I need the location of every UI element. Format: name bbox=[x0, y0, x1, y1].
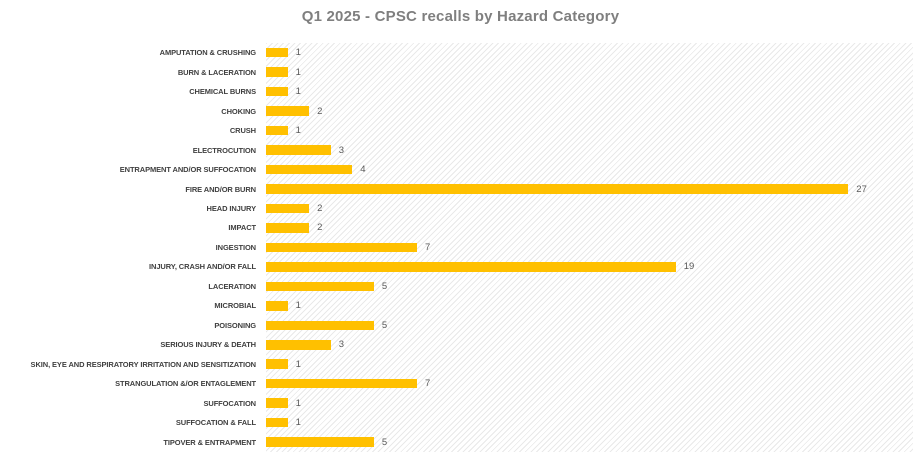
bar bbox=[266, 262, 676, 272]
value-label: 3 bbox=[338, 144, 344, 156]
value-label: 1 bbox=[295, 358, 301, 370]
bar bbox=[266, 203, 310, 214]
category-label: CHEMICAL BURNS bbox=[189, 87, 256, 97]
bar-row: 5 bbox=[266, 432, 913, 451]
category-label: CRUSH bbox=[229, 126, 256, 136]
bar bbox=[266, 417, 288, 428]
bar bbox=[266, 359, 288, 369]
category-label: ENTRAPMENT AND/OR SUFFOCATION bbox=[119, 165, 256, 175]
bar bbox=[266, 301, 288, 311]
bar-row: 2 bbox=[266, 199, 913, 218]
value-label: 1 bbox=[295, 300, 301, 312]
category-label: SERIOUS INJURY & DEATH bbox=[160, 340, 256, 350]
bar-row: 3 bbox=[266, 335, 913, 354]
value-label: 2 bbox=[317, 222, 323, 234]
category-label: INGESTION bbox=[215, 242, 256, 252]
value-label: 5 bbox=[381, 436, 388, 448]
category-label: BURN & LACERATION bbox=[177, 67, 256, 77]
bar-row: 1 bbox=[266, 82, 913, 101]
category-label: CHOKING bbox=[221, 106, 256, 116]
bar-row: 1 bbox=[266, 62, 913, 81]
bar bbox=[266, 223, 310, 233]
bar-row: 4 bbox=[266, 160, 913, 179]
value-label: 1 bbox=[295, 66, 301, 78]
bar-row: 19 bbox=[266, 257, 913, 276]
category-label: MICROBIAL bbox=[214, 301, 256, 311]
category-label: LACERATION bbox=[208, 281, 256, 291]
bar-row: 2 bbox=[266, 218, 913, 237]
bar bbox=[266, 67, 288, 77]
bar bbox=[266, 242, 417, 253]
category-label: STRANGULATION &/OR ENTAGLEMENT bbox=[115, 379, 256, 389]
category-label: TIPOVER & ENTRAPMENT bbox=[163, 437, 256, 447]
bar bbox=[266, 164, 353, 175]
bar-row: 1 bbox=[266, 121, 913, 140]
value-label: 19 bbox=[683, 261, 695, 273]
category-axis: AMPUTATION & CRUSHING BURN & LACERATION CH… bbox=[0, 43, 261, 452]
value-label: 5 bbox=[381, 319, 388, 331]
category-label: FIRE AND/OR BURN bbox=[185, 184, 256, 194]
bar bbox=[266, 145, 331, 155]
category-label: POISONING bbox=[214, 320, 256, 330]
chart-title: Q1 2025 - CPSC recalls by Hazard Categor… bbox=[301, 8, 620, 25]
value-label: 3 bbox=[338, 339, 344, 351]
category-label: SKIN, EYE AND RESPIRATORY IRRITATION AND… bbox=[30, 359, 257, 369]
category-label: INJURY, CRASH AND/OR FALL bbox=[149, 262, 256, 272]
value-label: 2 bbox=[317, 105, 323, 117]
value-label: 1 bbox=[295, 125, 301, 137]
value-label: 4 bbox=[360, 164, 366, 176]
value-label: 27 bbox=[856, 183, 867, 195]
value-label: 7 bbox=[424, 378, 431, 390]
category-label: ELECTROCUTION bbox=[192, 145, 256, 155]
bar-row: 1 bbox=[266, 413, 913, 432]
category-label: IMPACT bbox=[228, 223, 256, 233]
value-label: 1 bbox=[295, 397, 301, 409]
bar-row: 1 bbox=[266, 43, 913, 62]
bar bbox=[266, 320, 374, 331]
category-label: SUFFOCATION bbox=[203, 398, 256, 408]
value-label: 7 bbox=[424, 241, 431, 253]
bar-row: 2 bbox=[266, 101, 913, 120]
value-label: 1 bbox=[295, 47, 301, 59]
bar-row: 1 bbox=[266, 355, 913, 374]
bar bbox=[266, 86, 288, 97]
plot-area: 1 1 1 2 1 3 4 27 2 2 7 19 5 1 5 3 1 7 1 1 5 bbox=[266, 43, 913, 452]
value-label: 5 bbox=[381, 280, 388, 292]
value-label: 1 bbox=[295, 417, 301, 429]
bar bbox=[266, 106, 310, 116]
bar bbox=[266, 398, 288, 408]
bar bbox=[266, 47, 288, 58]
bar-row: 3 bbox=[266, 140, 913, 159]
bar bbox=[266, 340, 331, 350]
bar-row: 5 bbox=[266, 277, 913, 296]
bar bbox=[266, 437, 374, 447]
bar bbox=[266, 184, 849, 194]
bar bbox=[266, 281, 374, 292]
bar-row: 7 bbox=[266, 238, 913, 257]
value-label: 2 bbox=[317, 202, 323, 214]
bar bbox=[266, 378, 417, 389]
value-label: 1 bbox=[295, 86, 301, 98]
category-label: AMPUTATION & CRUSHING bbox=[159, 48, 256, 58]
bar bbox=[266, 125, 288, 136]
category-label: SUFFOCATION & FALL bbox=[175, 418, 256, 428]
bar-row: 1 bbox=[266, 296, 913, 315]
bar-row: 7 bbox=[266, 374, 913, 393]
bar-row: 1 bbox=[266, 393, 913, 412]
bar-row: 5 bbox=[266, 316, 913, 335]
bar-row: 27 bbox=[266, 179, 913, 198]
category-label: HEAD INJURY bbox=[206, 203, 257, 213]
